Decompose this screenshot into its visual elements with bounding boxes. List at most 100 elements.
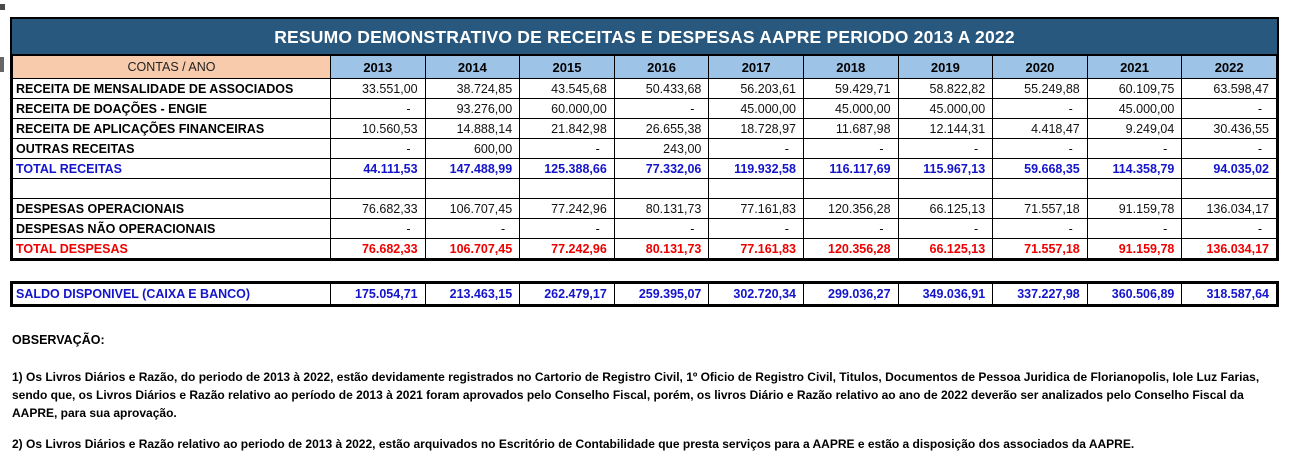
value-cell: - <box>992 138 1088 159</box>
observation-section: OBSERVAÇÃO: 1) Os Livros Diários e Razão… <box>12 333 1289 466</box>
row-label: TOTAL RECEITAS <box>12 158 331 179</box>
value-cell: 77.242,96 <box>519 238 615 259</box>
value-cell: - <box>708 218 804 239</box>
saldo-table: SALDO DISPONIVEL (CAIXA E BANCO) 175.054,… <box>12 283 1277 305</box>
value-cell <box>330 178 426 199</box>
value-cell: - <box>1181 218 1277 239</box>
value-cell <box>992 178 1088 199</box>
value-cell: 259.395,07 <box>613 283 710 305</box>
table-row: RECEITA DE APLICAÇÕES FINANCEIRAS 10.560,… <box>12 118 1277 139</box>
value-cell: 76.682,33 <box>330 198 426 219</box>
value-cell: 38.724,85 <box>424 78 521 99</box>
value-cell: 302.720,34 <box>708 283 804 305</box>
year-header-2017: 2017 <box>708 55 804 79</box>
value-cell: 55.249,88 <box>992 78 1088 99</box>
observation-heading: OBSERVAÇÃO: <box>12 333 105 347</box>
value-cell: - <box>330 218 426 239</box>
summary-table-block: RESUMO DEMONSTRATIVO DE RECEITAS E DESPE… <box>10 17 1279 261</box>
year-header-2020: 2020 <box>992 55 1088 79</box>
value-cell <box>802 178 899 199</box>
value-cell: - <box>1086 138 1183 159</box>
value-cell: 120.356,28 <box>802 238 899 259</box>
value-cell: - <box>1181 138 1277 159</box>
value-cell <box>1086 178 1183 199</box>
value-cell: 136.034,17 <box>1181 198 1277 219</box>
year-header-2013: 2013 <box>330 55 426 79</box>
observation-paragraph-2: 2) Os Livros Diários e Razão relativo ao… <box>12 437 1135 451</box>
value-cell: 106.707,45 <box>424 198 521 219</box>
row-label: TOTAL DESPESAS <box>12 238 331 259</box>
row-label: RECEITA DE DOAÇÕES - ENGIE <box>12 98 331 119</box>
value-cell: 119.932,58 <box>708 158 804 179</box>
year-header-2016: 2016 <box>613 55 710 79</box>
value-cell: - <box>613 98 710 119</box>
value-cell: 71.557,18 <box>992 238 1088 259</box>
value-cell: 106.707,45 <box>424 238 521 259</box>
value-cell: 125.388,66 <box>519 158 615 179</box>
value-cell: 337.227,98 <box>992 283 1088 305</box>
saldo-table-block: SALDO DISPONIVEL (CAIXA E BANCO) 175.054,… <box>10 281 1279 307</box>
year-header-2019: 2019 <box>897 55 994 79</box>
value-cell: 80.131,73 <box>613 198 710 219</box>
row-label: OUTRAS RECEITAS <box>12 138 331 159</box>
value-cell: - <box>1181 98 1277 119</box>
value-cell: 600,00 <box>424 138 521 159</box>
value-cell: 33.551,00 <box>330 78 426 99</box>
table-row: DESPESAS OPERACIONAIS 76.682,33 106.707,45… <box>12 198 1277 219</box>
table-row <box>12 178 1277 199</box>
value-cell: 243,00 <box>613 138 710 159</box>
observation-paragraph-1: 1) Os Livros Diários e Razão, do periodo… <box>12 370 1260 420</box>
value-cell: - <box>330 138 426 159</box>
value-cell: 12.144,31 <box>897 118 994 139</box>
value-cell <box>897 178 994 199</box>
value-cell: 60.109,75 <box>1086 78 1183 99</box>
value-cell: - <box>992 218 1088 239</box>
edge-artifact <box>0 4 5 10</box>
value-cell: 115.967,13 <box>897 158 994 179</box>
value-cell: - <box>519 138 615 159</box>
value-cell: 262.479,17 <box>519 283 615 305</box>
receitas-despesas-table: CONTAS / ANO 2013 2014 2015 2016 2017 2018 201… <box>12 55 1277 259</box>
value-cell: 58.822,82 <box>897 78 994 99</box>
value-cell: 94.035,02 <box>1181 158 1277 179</box>
value-cell: - <box>613 218 710 239</box>
value-cell: 213.463,15 <box>424 283 521 305</box>
row-label: DESPESAS NÃO OPERACIONAIS <box>12 218 331 239</box>
value-cell: 59.668,35 <box>992 158 1088 179</box>
value-cell: 77.242,96 <box>519 198 615 219</box>
value-cell: 66.125,13 <box>897 238 994 259</box>
contas-ano-header: CONTAS / ANO <box>12 55 331 79</box>
value-cell: 11.687,98 <box>802 118 899 139</box>
value-cell: 91.159,78 <box>1086 198 1183 219</box>
value-cell: 318.587,64 <box>1181 283 1277 305</box>
year-header-2021: 2021 <box>1086 55 1183 79</box>
value-cell: 56.203,61 <box>708 78 804 99</box>
value-cell: 63.598,47 <box>1181 78 1277 99</box>
year-header-2022: 2022 <box>1181 55 1277 79</box>
value-cell: - <box>330 98 426 119</box>
year-header-2018: 2018 <box>802 55 899 79</box>
value-cell: 116.117,69 <box>802 158 899 179</box>
table-row: DESPESAS NÃO OPERACIONAIS - - - - - - - - - - <box>12 218 1277 239</box>
value-cell: 14.888,14 <box>424 118 521 139</box>
value-cell <box>424 178 521 199</box>
value-cell: - <box>802 138 899 159</box>
value-cell: 136.034,17 <box>1181 238 1277 259</box>
value-cell: - <box>897 218 994 239</box>
table-row: TOTAL RECEITAS 44.111,53 147.488,99 125.388… <box>12 158 1277 179</box>
value-cell: 147.488,99 <box>424 158 521 179</box>
value-cell: 299.036,27 <box>802 283 899 305</box>
row-label: RECEITA DE MENSALIDADE DE ASSOCIADOS <box>12 78 331 99</box>
value-cell: 360.506,89 <box>1086 283 1183 305</box>
value-cell: 26.655,38 <box>613 118 710 139</box>
value-cell: 60.000,00 <box>519 98 615 119</box>
table-row: SALDO DISPONIVEL (CAIXA E BANCO) 175.054,… <box>12 283 1277 305</box>
value-cell: 59.429,71 <box>802 78 899 99</box>
value-cell: 21.842,98 <box>519 118 615 139</box>
value-cell: 43.545,68 <box>519 78 615 99</box>
value-cell: 50.433,68 <box>613 78 710 99</box>
value-cell: 120.356,28 <box>802 198 899 219</box>
value-cell: 93.276,00 <box>424 98 521 119</box>
row-label: RECEITA DE APLICAÇÕES FINANCEIRAS <box>12 118 331 139</box>
value-cell: - <box>1086 218 1183 239</box>
